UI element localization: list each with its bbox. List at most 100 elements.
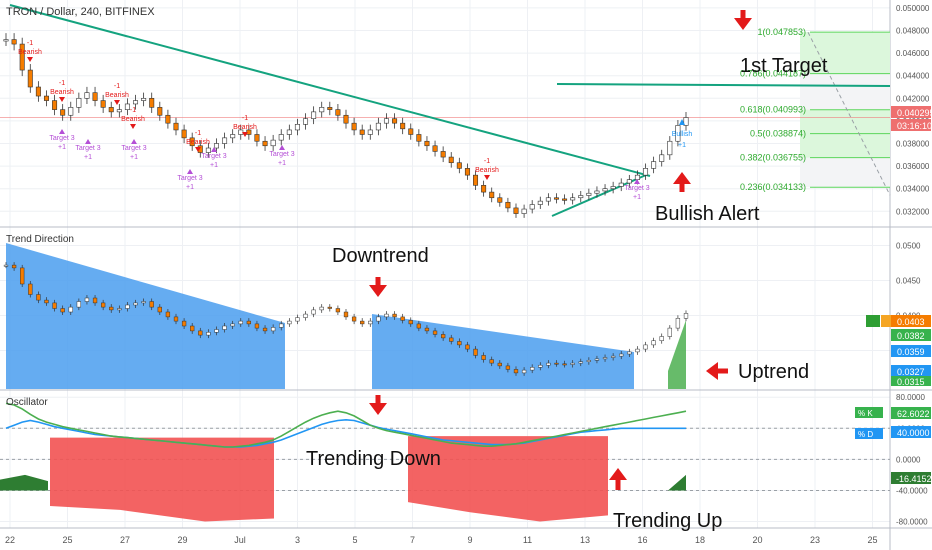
- time-axis-label: 9: [467, 535, 472, 545]
- candle-body: [222, 137, 228, 144]
- signal-markers: -1 Bearish -1 Bearish -1 Bearish -1 Bearish -1 Be…: [18, 40, 692, 201]
- descending-trendline: [9, 4, 651, 177]
- trend-candle-body: [521, 369, 527, 374]
- trend-direction-panel: [3, 243, 689, 389]
- fib-diagonal: [807, 31, 891, 196]
- trend-axis-label: 0.0500: [896, 242, 921, 251]
- candle-body: [529, 204, 535, 210]
- time-axis-label: 27: [120, 535, 130, 545]
- signal-bearish: Bearish: [18, 49, 42, 56]
- fib-level-label: 1(0.047853): [757, 27, 806, 37]
- trend-candle-body: [133, 302, 138, 306]
- candle-body: [367, 129, 373, 135]
- signal-down-icon: [59, 97, 65, 102]
- trend-candle-body: [497, 362, 502, 367]
- trend-candle-body: [538, 364, 543, 368]
- signal-plus-one: +1: [186, 184, 194, 191]
- candle-body: [343, 114, 349, 124]
- fib-level-label: 0.382(0.036755): [740, 153, 806, 163]
- price-axis-label: 0.036000: [896, 162, 930, 171]
- trend-candle-body: [287, 320, 292, 325]
- osc-d-label: % D: [858, 430, 873, 439]
- candle-body: [141, 98, 147, 101]
- trend-candle-body: [505, 365, 511, 370]
- trend-candle-body: [449, 337, 454, 342]
- trend-zone-down-1: [6, 243, 285, 389]
- signal-minus-one: -1: [242, 115, 248, 122]
- trend-candle-body: [327, 306, 332, 309]
- trend-candle-body: [262, 327, 268, 332]
- signal-down-icon: [27, 57, 33, 62]
- bullish-alert-label: Bullish Alert: [655, 203, 760, 225]
- osc-zone-green-2: [668, 474, 686, 491]
- signal-plus-one: +1: [278, 160, 286, 167]
- candle-body: [683, 117, 689, 126]
- signal-plus-one: +1: [633, 194, 641, 201]
- signal-target: Target 3: [624, 185, 649, 192]
- trend-candle-body: [659, 336, 664, 341]
- price-axis-label: 0.044000: [896, 72, 930, 81]
- trend-candle-body: [157, 306, 162, 313]
- candle-body: [100, 100, 106, 108]
- fib-level-label: 0.618(0.040993): [740, 105, 806, 115]
- trend-candle-body: [586, 360, 592, 362]
- trend-candle-body: [643, 344, 648, 350]
- candle-body: [35, 86, 41, 97]
- candle-body: [570, 197, 576, 201]
- candle-body: [335, 109, 341, 116]
- trend-candle-body: [76, 301, 82, 308]
- candle-body: [124, 103, 130, 110]
- candle-body: [303, 118, 309, 125]
- candle-body: [76, 98, 82, 108]
- trend-candle-body: [465, 344, 470, 350]
- trend-candle-body: [68, 306, 73, 313]
- time-axis-label: 25: [62, 535, 72, 545]
- candle-body: [456, 162, 462, 169]
- trend-candle-body: [28, 283, 33, 295]
- signal-down-icon: [484, 175, 490, 180]
- time-axis-label: 3: [295, 535, 300, 545]
- first-target-label: 1st Target: [740, 55, 828, 77]
- signal-target-icon: [131, 139, 137, 144]
- candle-body: [68, 107, 74, 116]
- candle-body: [92, 92, 98, 101]
- signal-down-icon: [114, 100, 120, 105]
- trend-candle-body: [651, 340, 656, 346]
- signal-down-icon: [195, 147, 201, 152]
- price-badges: 0.040295 03:16:10 0.0403 0.0382 0.0359 0…: [855, 106, 932, 484]
- candle-body: [651, 161, 657, 169]
- trend-candle-body: [84, 297, 90, 302]
- trend-candle-body: [594, 358, 600, 361]
- candle-body: [375, 122, 381, 131]
- trend-candle-body: [11, 264, 17, 269]
- candle-body: [392, 118, 398, 124]
- trend-candle-body: [173, 316, 179, 322]
- trend-candle-body: [279, 323, 284, 328]
- candle-body: [52, 100, 58, 110]
- time-axis-label: 29: [177, 535, 187, 545]
- arrow-down-icon: [369, 395, 387, 415]
- candle-body: [400, 122, 406, 130]
- candle-body: [11, 39, 17, 45]
- trend-panel-label: Trend Direction: [6, 234, 74, 245]
- time-axis-label: 11: [523, 535, 532, 545]
- trend-candle-body: [360, 320, 365, 325]
- signal-down-icon: [130, 124, 136, 129]
- trend-candle-body: [602, 357, 608, 360]
- time-axis-label: 5: [352, 535, 357, 545]
- trend-candle-body: [627, 351, 632, 355]
- trend-value-4: 0.0327: [897, 367, 925, 377]
- candle-body: [505, 201, 511, 209]
- candle-body: [254, 134, 260, 142]
- trend-candle-body: [100, 302, 106, 308]
- signal-target-icon: [187, 169, 193, 174]
- candle-body: [416, 134, 422, 142]
- trend-candle-body: [368, 320, 373, 325]
- signal-target-icon: [279, 145, 285, 150]
- signal-plus-one: +1: [678, 142, 686, 149]
- trend-candle-body: [432, 330, 438, 335]
- trend-candle-body: [440, 334, 446, 339]
- candle-body: [133, 100, 139, 105]
- candle-body: [205, 147, 211, 153]
